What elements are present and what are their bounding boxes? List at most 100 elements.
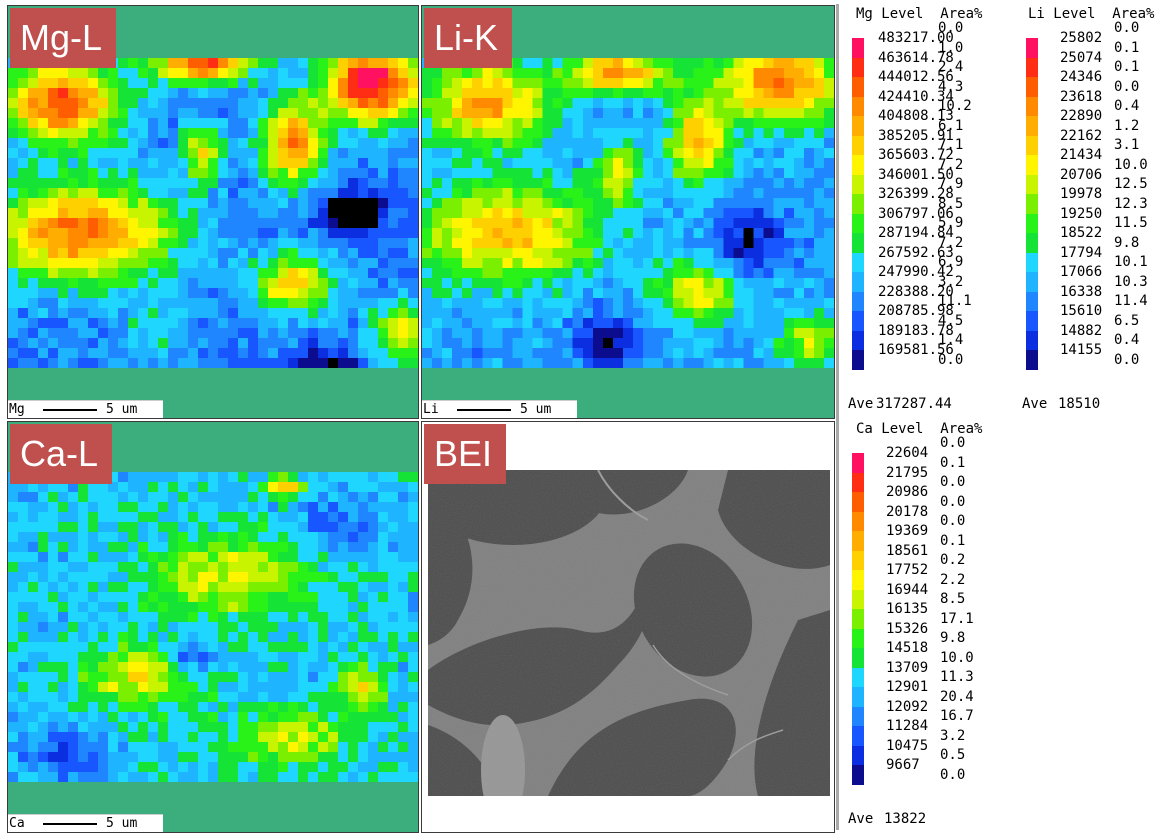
li-legend-level: 14882	[1060, 322, 1103, 339]
ca-legend-swatch	[852, 765, 864, 785]
ca-legend-header: Ca Level Area%	[856, 421, 983, 437]
li-legend-level: 25074	[1060, 49, 1103, 66]
mg-legend-area: 2.4	[938, 59, 964, 75]
mg-legend-area: 7.9	[938, 176, 964, 192]
li-legend-swatch	[1026, 291, 1038, 311]
li-intensity-map	[422, 58, 834, 368]
li-legend-area: 1.2	[1114, 117, 1140, 134]
ca-legend-level: 12092	[886, 698, 929, 715]
mg-legend: Mg Level Area% 483217.00 463614.78 444012.5…	[846, 6, 986, 416]
li-legend-level: 22162	[1060, 127, 1103, 144]
ca-legend-swatch	[852, 726, 864, 746]
mg-legend-swatch	[852, 57, 864, 77]
ca-legend-area: 17.1	[940, 610, 974, 627]
mg-legend-level: 444012.56	[878, 69, 954, 85]
li-legend-swatch	[1026, 174, 1038, 194]
ca-legend-level: 11284	[886, 718, 929, 734]
li-legend-area: 0.0	[1114, 20, 1140, 36]
mg-panel-tag: Mg-L	[10, 8, 117, 68]
ca-legend-swatch	[852, 628, 864, 648]
li-legend-level: 23618	[1060, 88, 1103, 105]
ca-scale-bar: Ca 5 um	[8, 814, 163, 832]
mg-legend-ave-value: 317287.44	[876, 396, 952, 412]
mg-legend-area: 11.1	[938, 293, 972, 309]
bei-panel: BEI	[421, 421, 835, 833]
li-legend-level: 25802	[1060, 30, 1103, 46]
li-legend-swatch	[1026, 252, 1038, 272]
li-legend-area: 11.4	[1114, 293, 1148, 309]
li-legend-swatch	[1026, 350, 1038, 370]
mg-intensity-map	[8, 58, 418, 368]
ca-legend-level: 13709	[886, 659, 929, 676]
mg-legend-area: 5.9	[938, 215, 964, 231]
ca-legend-level: 17752	[886, 562, 929, 578]
ca-legend-area: 9.8	[940, 630, 966, 646]
li-legend-swatch	[1026, 330, 1038, 350]
ca-legend-level: 20986	[886, 484, 929, 500]
ca-legend-swatch	[852, 745, 864, 765]
mg-legend-level: 346001.50	[878, 166, 954, 183]
mg-legend-swatch	[852, 77, 864, 97]
li-scale-element: Li	[423, 402, 439, 417]
mg-legend-area: 6.9	[938, 254, 964, 270]
li-legend-area: 10.0	[1114, 156, 1148, 173]
bei-image	[428, 470, 830, 796]
ca-legend-area: 8.5	[940, 591, 966, 607]
mg-legend-area: 10.2	[938, 98, 972, 114]
ca-legend-swatch	[852, 531, 864, 551]
mg-legend-swatch	[852, 272, 864, 292]
li-legend-area: 0.0	[1114, 78, 1140, 95]
ca-legend-area: 0.0	[940, 435, 966, 451]
mg-legend-area: 0.0	[938, 351, 964, 368]
mg-legend-swatch	[852, 311, 864, 331]
mg-legend-swatch	[852, 233, 864, 253]
ca-legend-area: 11.3	[940, 669, 974, 685]
ca-scale-element: Ca	[9, 816, 25, 831]
ca-legend-swatch	[852, 511, 864, 531]
li-map-panel: Li-K Li 5 um	[421, 5, 835, 419]
ca-legend-level: 19369	[886, 523, 929, 539]
li-legend-level: 18522	[1060, 225, 1103, 241]
li-legend: Li Level Area% 25802 25074 24346 23618 22890 2…	[1020, 6, 1160, 416]
li-legend-area: 11.5	[1114, 215, 1148, 231]
ca-legend-swatch	[852, 453, 864, 473]
ca-legend-area: 16.7	[940, 708, 974, 724]
ca-legend-swatch	[852, 472, 864, 492]
mg-legend-level: 365603.72	[878, 147, 954, 163]
ca-legend-level: 22604	[886, 445, 929, 461]
mg-legend-area: 3.2	[938, 273, 964, 290]
mg-legend-level: 267592.63	[878, 244, 954, 261]
mg-legend-swatch	[852, 194, 864, 214]
li-legend-ave-value: 18510	[1058, 396, 1101, 412]
ca-legend-level: 9667	[886, 757, 920, 773]
ca-legend-level: 16135	[886, 601, 929, 617]
mg-legend-swatch	[852, 155, 864, 175]
li-legend-level: 20706	[1060, 166, 1103, 183]
ca-legend-level: 21795	[886, 464, 929, 481]
mg-legend-level: 404808.13	[878, 108, 954, 124]
li-legend-swatch	[1026, 77, 1038, 97]
ca-legend-swatch	[852, 589, 864, 609]
li-legend-swatch	[1026, 213, 1038, 233]
li-legend-level: 24346	[1060, 69, 1103, 85]
li-legend-area: 12.5	[1114, 176, 1148, 192]
li-legend-level: 17794	[1060, 244, 1103, 261]
li-legend-area: 10.3	[1114, 273, 1148, 290]
ca-legend-area: 0.0	[940, 474, 966, 490]
li-legend-level: 16338	[1060, 283, 1103, 300]
mg-scale-line	[43, 409, 97, 411]
mg-legend-level: 483217.00	[878, 30, 954, 46]
mg-legend-swatch	[852, 174, 864, 194]
ca-legend-level: 15326	[886, 620, 929, 637]
mg-scale-element: Mg	[9, 402, 25, 417]
ca-legend-swatch	[852, 687, 864, 707]
ca-legend-area: 10.0	[940, 649, 974, 666]
ca-map-panel: Ca-L Ca 5 um	[7, 421, 419, 833]
li-legend-swatch	[1026, 57, 1038, 77]
mg-scale-bar: Mg 5 um	[8, 400, 163, 418]
ca-legend-level: 12901	[886, 679, 929, 695]
mg-legend-area: 4.5	[938, 312, 964, 329]
li-legend-header: Li Level Area%	[1028, 6, 1155, 22]
li-legend-level: 14155	[1060, 342, 1103, 358]
ca-legend-level: 18561	[886, 542, 929, 559]
